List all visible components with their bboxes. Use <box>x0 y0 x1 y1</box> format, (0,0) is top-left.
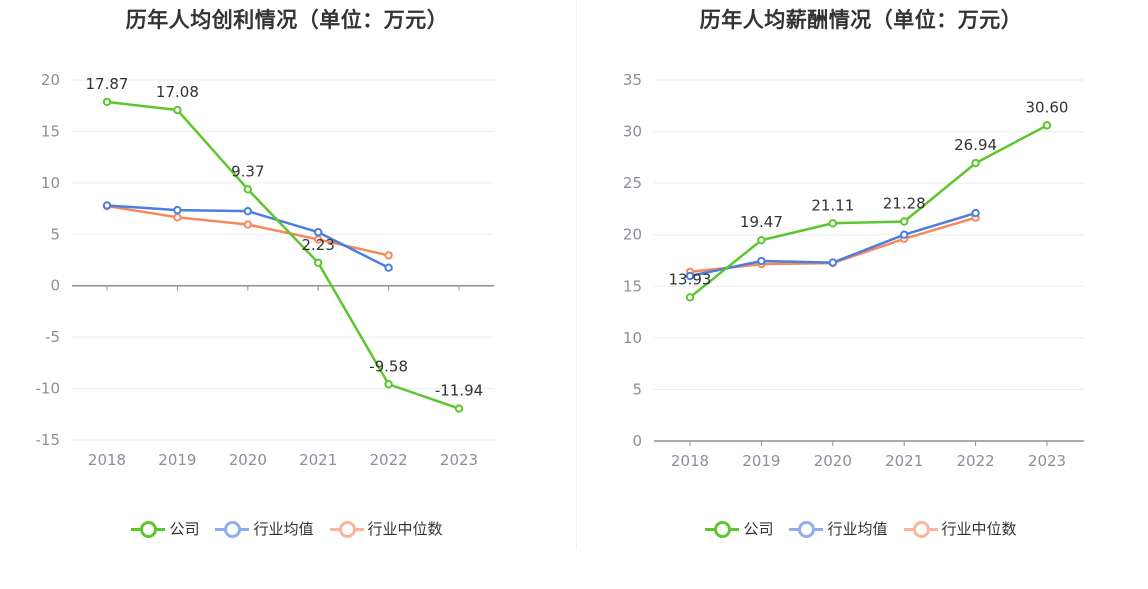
x-tick-label: 2022 <box>957 452 995 470</box>
data-point-avg <box>828 258 837 267</box>
data-point-company <box>1042 121 1052 130</box>
data-label-company: 21.11 <box>811 196 854 214</box>
data-point-company <box>243 185 253 194</box>
data-point-avg <box>243 206 253 216</box>
x-tick-label: 2021 <box>299 451 337 469</box>
y-tick-label: 15 <box>41 122 60 140</box>
y-tick-label: 10 <box>41 174 60 192</box>
panel-divider <box>576 0 577 550</box>
y-tick-label: 20 <box>41 71 60 89</box>
data-point-avg <box>757 256 766 266</box>
y-tick-label: -10 <box>36 380 61 398</box>
salary-chart-svg: 35 30 25 20 15 10 5 0 2018 2019 2020 2021 2022 2023 13… <box>623 71 1084 470</box>
data-point-company <box>900 217 909 226</box>
data-point-company <box>757 235 766 245</box>
data-label-company: 19.47 <box>740 213 783 231</box>
legend-marker-company <box>131 520 166 538</box>
legend-marker-median <box>903 520 938 538</box>
x-tick-label: 2023 <box>1028 452 1066 470</box>
profit-chart-svg: 20 15 10 5 0 -5 -10 -15 2018 2019 2020 2021 2022 2023… <box>36 71 494 469</box>
y-tick-label: 20 <box>623 226 642 244</box>
data-label-company: -11.94 <box>435 382 483 400</box>
chart-legend: 公司 行业均值 行业中位数 <box>574 518 1148 539</box>
data-point-company <box>102 97 112 107</box>
legend-label-avg: 行业均值 <box>253 520 314 538</box>
data-label-company: -9.58 <box>369 357 408 375</box>
data-point-median <box>173 213 182 222</box>
data-point-avg <box>173 205 182 215</box>
data-point-company <box>828 219 837 228</box>
data-point-avg <box>314 228 323 237</box>
legend-item-median[interactable]: 行业中位数 <box>329 518 443 539</box>
x-tick-label: 2020 <box>814 452 852 470</box>
y-tick-label: 5 <box>50 225 60 243</box>
series-line-company <box>689 124 1048 299</box>
legend-label-median: 行业中位数 <box>941 520 1017 538</box>
y-tick-label: -15 <box>36 431 61 449</box>
series-line-company <box>106 100 460 410</box>
legend-label-avg: 行业均值 <box>827 520 888 538</box>
data-point-company <box>173 105 182 115</box>
data-point-avg <box>900 230 909 239</box>
legend-item-company[interactable]: 公司 <box>705 518 773 539</box>
data-label-company: 2.23 <box>301 236 334 254</box>
data-label-company: 17.87 <box>86 75 129 93</box>
chart-title: 历年人均薪酬情况（单位：万元） <box>699 8 1023 32</box>
data-label-company: 13.93 <box>669 270 712 288</box>
data-label-company: 21.28 <box>883 195 926 213</box>
y-tick-label: -5 <box>45 328 60 346</box>
legend-label-company: 公司 <box>169 520 200 538</box>
data-point-company <box>971 158 980 168</box>
legend-item-company[interactable]: 公司 <box>131 518 199 539</box>
data-point-median <box>243 220 253 229</box>
data-label-company: 17.08 <box>156 83 199 101</box>
legend-marker-avg <box>789 520 824 538</box>
legend-marker-avg <box>215 520 250 538</box>
x-tick-label: 2023 <box>440 451 478 469</box>
data-point-company <box>314 258 323 267</box>
x-tick-label: 2022 <box>370 451 408 469</box>
x-tick-label: 2019 <box>742 452 780 470</box>
data-label-company: 9.37 <box>231 162 264 180</box>
data-point-avg <box>384 263 393 272</box>
chart-title: 历年人均创利情况（单位：万元） <box>125 8 449 32</box>
data-label-company: 26.94 <box>954 136 997 154</box>
legend-item-median[interactable]: 行业中位数 <box>903 518 1017 539</box>
legend-marker-median <box>329 520 364 538</box>
x-tick-label: 2019 <box>158 451 196 469</box>
chart-panel-profit: 历年人均创利情况（单位：万元） 20 15 10 5 0 -5 -10 -15 2018 2019… <box>0 8 574 539</box>
data-point-median <box>384 251 393 260</box>
y-tick-label: 15 <box>623 277 642 295</box>
y-tick-label: 5 <box>632 380 642 398</box>
legend-label-median: 行业中位数 <box>367 520 443 538</box>
y-tick-label: 0 <box>50 277 60 295</box>
x-tick-label: 2021 <box>885 452 923 470</box>
chart-panel-salary: 历年人均薪酬情况（单位：万元） 35 30 25 20 15 10 5 0 2018 2019 20… <box>574 0 1148 589</box>
legend-marker-company <box>705 520 740 538</box>
x-tick-label: 2018 <box>671 452 709 470</box>
data-point-company <box>454 404 464 413</box>
data-point-avg <box>685 271 695 281</box>
y-tick-label: 0 <box>632 432 642 450</box>
y-tick-label: 25 <box>623 174 642 192</box>
data-label-company: 30.60 <box>1026 98 1069 116</box>
y-tick-label: 10 <box>623 329 642 347</box>
legend-item-avg[interactable]: 行业均值 <box>789 518 888 539</box>
legend-label-company: 公司 <box>743 520 774 538</box>
x-tick-label: 2020 <box>229 451 267 469</box>
data-point-avg <box>971 208 980 218</box>
x-tick-label: 2018 <box>88 451 126 469</box>
data-point-company <box>384 380 393 389</box>
chart-legend: 公司 行业均值 行业中位数 <box>0 518 574 539</box>
y-tick-label: 35 <box>623 71 642 89</box>
data-point-avg <box>102 201 112 210</box>
legend-item-avg[interactable]: 行业均值 <box>215 518 314 539</box>
y-tick-label: 30 <box>623 123 642 141</box>
data-point-company <box>685 293 695 302</box>
